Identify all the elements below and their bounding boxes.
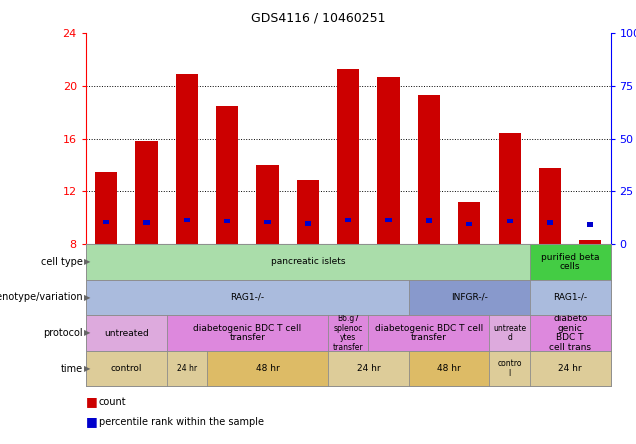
Text: cell type: cell type (41, 257, 83, 267)
Text: RAG1-/-: RAG1-/- (230, 293, 265, 302)
Text: pancreatic islets: pancreatic islets (270, 258, 345, 266)
Bar (579, 240, 602, 244)
Bar (539, 168, 561, 244)
Bar (103, 220, 109, 224)
Bar (167, 351, 207, 386)
Bar (458, 202, 480, 244)
Bar (305, 222, 311, 226)
Bar (216, 106, 238, 244)
Text: INFGR-/-: INFGR-/- (451, 293, 488, 302)
Bar (143, 220, 149, 225)
Text: ▶: ▶ (84, 258, 90, 266)
Bar (265, 220, 270, 224)
Bar (547, 220, 553, 225)
Bar (224, 219, 230, 223)
Text: genotype/variation: genotype/variation (0, 293, 83, 302)
Bar (418, 95, 440, 244)
Bar (530, 315, 611, 351)
Text: GDS4116 / 10460251: GDS4116 / 10460251 (251, 11, 385, 24)
Text: contro
l: contro l (497, 359, 522, 378)
Text: time: time (60, 364, 83, 373)
Bar (135, 141, 158, 244)
Bar (409, 351, 490, 386)
Bar (207, 351, 328, 386)
Bar (345, 218, 351, 222)
Bar (167, 315, 328, 351)
Bar (426, 218, 432, 223)
Bar (490, 315, 530, 351)
Bar (530, 351, 611, 386)
Bar (385, 218, 392, 222)
Text: ▶: ▶ (84, 293, 90, 302)
Bar (86, 351, 167, 386)
Text: ■: ■ (86, 395, 97, 408)
Text: 48 hr: 48 hr (256, 364, 279, 373)
Bar (328, 315, 368, 351)
Bar (368, 315, 490, 351)
Text: ▶: ▶ (84, 364, 90, 373)
Bar (499, 134, 521, 244)
Text: ■: ■ (86, 415, 97, 428)
Bar (86, 315, 167, 351)
Bar (337, 69, 359, 244)
Bar (490, 351, 530, 386)
Text: 24 hr: 24 hr (177, 364, 197, 373)
Bar (256, 165, 279, 244)
Text: 48 hr: 48 hr (437, 364, 461, 373)
Text: protocol: protocol (43, 328, 83, 338)
Text: purified beta
cells: purified beta cells (541, 253, 600, 271)
Bar (466, 222, 473, 226)
Bar (86, 280, 409, 315)
Text: 24 hr: 24 hr (558, 364, 582, 373)
Bar (587, 222, 593, 227)
Text: count: count (99, 397, 126, 407)
Bar (378, 77, 399, 244)
Bar (184, 218, 190, 222)
Bar (409, 280, 530, 315)
Bar (328, 351, 409, 386)
Text: percentile rank within the sample: percentile rank within the sample (99, 417, 263, 427)
Text: 24 hr: 24 hr (357, 364, 380, 373)
Text: diabetogenic BDC T cell
transfer: diabetogenic BDC T cell transfer (193, 324, 301, 342)
Bar (297, 180, 319, 244)
Bar (530, 280, 611, 315)
Text: B6.g7
splenoc
ytes
transfer: B6.g7 splenoc ytes transfer (333, 314, 364, 352)
Bar (176, 74, 198, 244)
Bar (86, 244, 530, 280)
Text: diabeto
genic
BDC T
cell trans: diabeto genic BDC T cell trans (550, 314, 591, 352)
Text: ▶: ▶ (84, 329, 90, 337)
Text: diabetogenic BDC T cell
transfer: diabetogenic BDC T cell transfer (375, 324, 483, 342)
Text: untreate
d: untreate d (493, 324, 526, 342)
Bar (530, 244, 611, 280)
Bar (95, 172, 117, 244)
Text: control: control (111, 364, 142, 373)
Text: RAG1-/-: RAG1-/- (553, 293, 587, 302)
Bar (506, 219, 513, 223)
Text: untreated: untreated (104, 329, 149, 337)
